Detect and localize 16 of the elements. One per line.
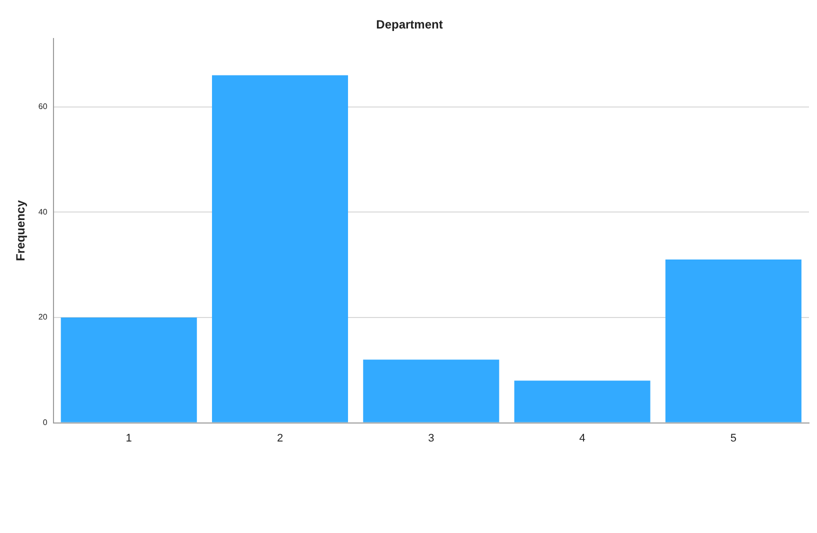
chart-title: Department: [376, 18, 443, 32]
x-tick-label: 5: [730, 432, 736, 444]
x-tick-label: 4: [579, 432, 586, 444]
bar: [60, 317, 197, 422]
y-tick-label: 60: [38, 102, 48, 112]
bar: [514, 380, 650, 422]
y-tick-label: 20: [38, 312, 48, 322]
bar: [363, 360, 500, 422]
bar: [665, 260, 802, 422]
x-tick-label: 2: [276, 432, 284, 444]
bar: [212, 75, 348, 422]
y-axis-title: Frequency: [14, 200, 28, 261]
x-tick-label: 3: [428, 432, 434, 444]
x-tick-label: 1: [126, 432, 132, 444]
y-tick-label: 40: [38, 207, 48, 216]
y-tick-label: 0: [42, 418, 48, 428]
